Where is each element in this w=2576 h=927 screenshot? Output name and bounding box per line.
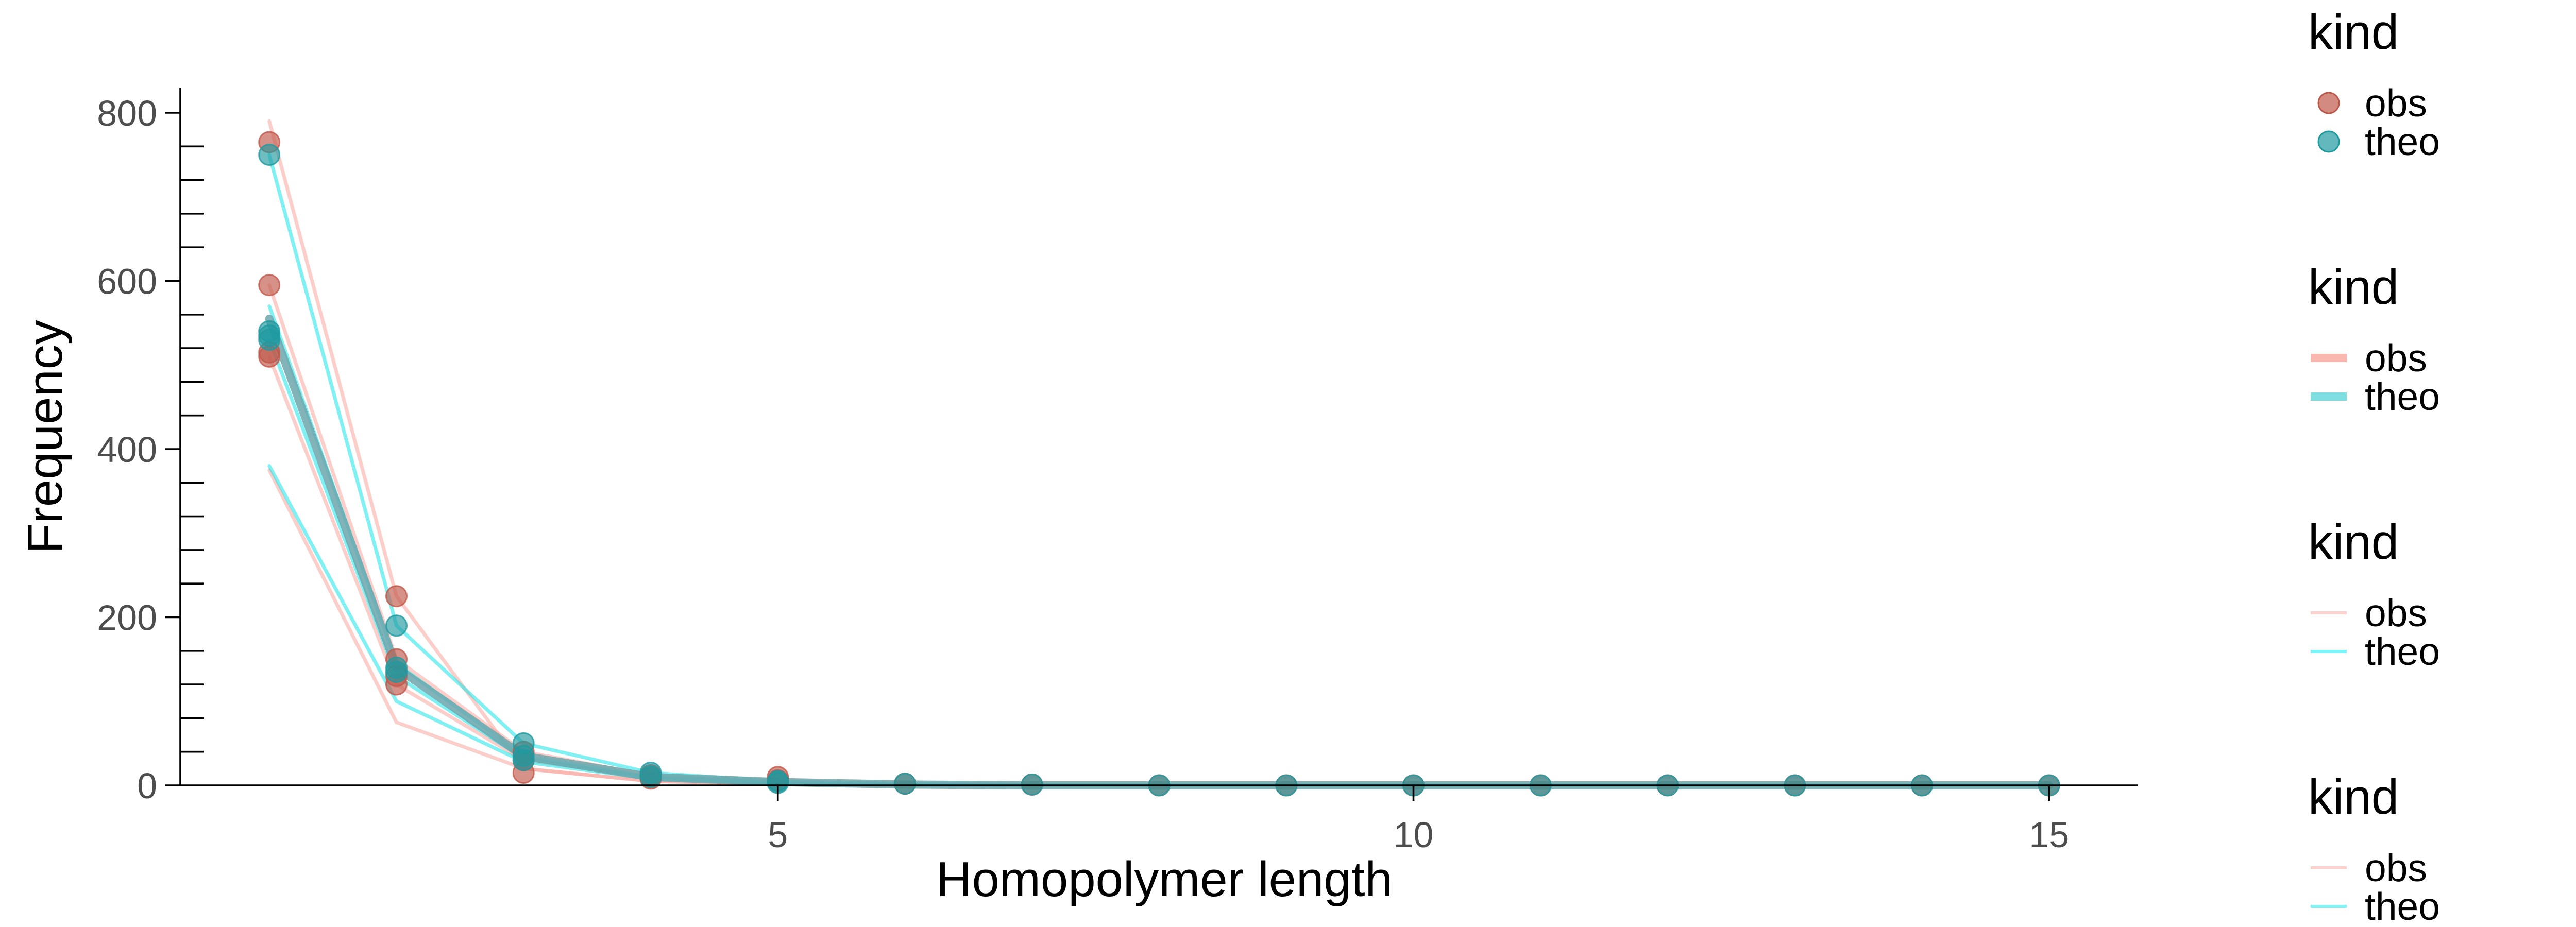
legend-label-theo: theo xyxy=(2365,120,2440,163)
series-line-theo-7 xyxy=(267,338,2051,787)
legend-label-obs: obs xyxy=(2365,336,2427,380)
legend-title: kind xyxy=(2308,769,2399,825)
legend-label-theo: theo xyxy=(2365,630,2440,673)
series-line-obs-4 xyxy=(267,468,2051,787)
series-line-mean-9 xyxy=(265,314,2054,789)
legend-title: kind xyxy=(2308,514,2399,570)
x-tick-label: 5 xyxy=(768,815,788,855)
x-tick-label: 10 xyxy=(1394,815,1434,855)
data-point-obs xyxy=(258,274,281,297)
axes: 0 200 400 600 800 5 10 15 xyxy=(97,88,2138,855)
data-point-theo xyxy=(512,749,535,771)
series-line-theo-6 xyxy=(267,304,2051,787)
x-axis-title: Homopolymer length xyxy=(936,852,1393,907)
data-point-theo xyxy=(894,772,916,795)
x-tick-label: 15 xyxy=(2029,815,2069,855)
legend-title: kind xyxy=(2308,260,2399,315)
legend-label-obs: obs xyxy=(2365,846,2427,889)
y-axis-title: Frequency xyxy=(18,320,73,554)
data-point-theo xyxy=(258,144,281,166)
data-point-theo xyxy=(258,329,281,351)
data-point-theo xyxy=(385,614,408,637)
y-tick-label: 800 xyxy=(97,93,157,133)
legend-label-obs: obs xyxy=(2365,81,2427,125)
series-line-obs-1 xyxy=(267,119,2051,787)
legend-label-theo: theo xyxy=(2365,375,2440,418)
legend-title: kind xyxy=(2308,5,2399,60)
series-line-theo-8 xyxy=(267,464,2051,787)
legend-label-obs: obs xyxy=(2365,591,2427,634)
legend-label-theo: theo xyxy=(2365,885,2440,927)
legend: kindobstheokindobstheokindobstheokindobs… xyxy=(2308,5,2440,927)
data-point-theo xyxy=(385,661,408,683)
series-line-theo-5 xyxy=(267,153,2051,787)
y-tick-label: 600 xyxy=(97,261,157,301)
legend-key-theo xyxy=(2317,130,2340,153)
y-tick-label: 400 xyxy=(97,430,157,470)
series-line-obs-3 xyxy=(267,354,2051,787)
series-line-obs-2 xyxy=(267,283,2051,787)
data-point-theo xyxy=(639,766,662,788)
y-tick-label: 0 xyxy=(137,766,157,806)
legend-key-obs xyxy=(2317,92,2340,114)
plot-area xyxy=(258,119,2060,797)
y-tick-label: 200 xyxy=(97,597,157,638)
data-point-obs xyxy=(385,585,408,608)
